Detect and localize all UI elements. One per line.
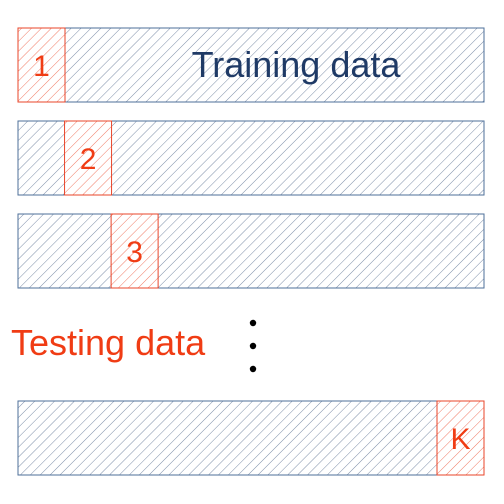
test-fold-segment	[64, 120, 113, 196]
fold-label: 2	[80, 143, 97, 176]
training-bar	[17, 27, 485, 103]
fold-row: K	[17, 400, 485, 476]
test-fold-segment	[17, 27, 66, 103]
fold-label: K	[450, 423, 470, 456]
fold-label: 3	[126, 236, 143, 269]
test-fold-segment	[436, 400, 485, 476]
training-data-label: Training data	[192, 44, 402, 85]
testing-data-label: Testing data	[11, 322, 206, 363]
training-bar	[17, 400, 485, 476]
ellipsis-dot	[249, 342, 257, 350]
ellipsis	[249, 319, 257, 373]
fold-row: 1	[17, 27, 485, 103]
training-bar	[17, 213, 485, 289]
fold-row: 3	[17, 213, 485, 289]
ellipsis-dot	[249, 319, 257, 327]
fold-rows: 1 2 3 K	[17, 27, 485, 476]
fold-label: 1	[33, 50, 50, 83]
test-fold-segment	[110, 213, 159, 289]
fold-row: 2	[17, 120, 485, 196]
ellipsis-dot	[249, 365, 257, 373]
